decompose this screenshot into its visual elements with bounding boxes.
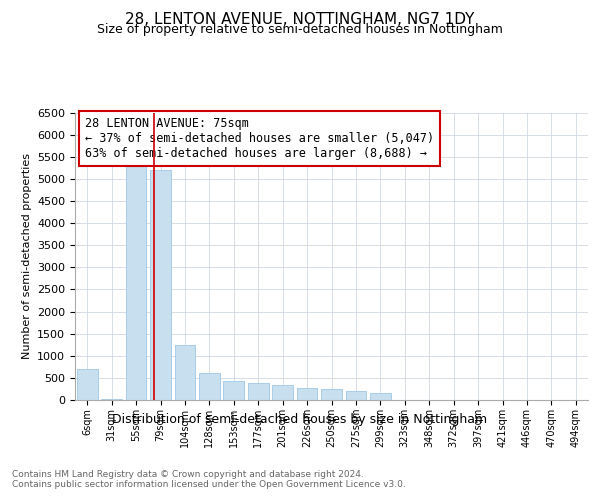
Bar	[125, 166, 146, 400]
Y-axis label: Number of semi-detached properties: Number of semi-detached properties	[22, 153, 32, 359]
Text: 28, LENTON AVENUE, NOTTINGHAM, NG7 1DY: 28, LENTON AVENUE, NOTTINGHAM, NG7 1DY	[125, 12, 475, 28]
Text: 28 LENTON AVENUE: 75sqm
← 37% of semi-detached houses are smaller (5,047)
63% of: 28 LENTON AVENUE: 75sqm ← 37% of semi-de…	[85, 117, 434, 160]
Bar	[199, 374, 220, 400]
Bar	[77, 369, 98, 400]
Bar	[150, 170, 171, 400]
Bar	[370, 394, 391, 400]
Text: Contains HM Land Registry data © Crown copyright and database right 2024.
Contai: Contains HM Land Registry data © Crown c…	[12, 470, 406, 490]
Bar	[321, 389, 342, 400]
Bar	[272, 385, 293, 400]
Bar	[175, 344, 196, 400]
Bar	[101, 398, 122, 400]
Bar	[346, 391, 367, 400]
Bar	[223, 382, 244, 400]
Text: Size of property relative to semi-detached houses in Nottingham: Size of property relative to semi-detach…	[97, 22, 503, 36]
Text: Distribution of semi-detached houses by size in Nottingham: Distribution of semi-detached houses by …	[112, 412, 488, 426]
Bar	[248, 383, 269, 400]
Bar	[296, 388, 317, 400]
